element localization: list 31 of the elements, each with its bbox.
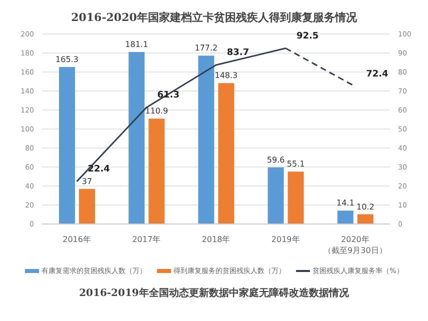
text: 2016-2019年全国动态更新数据中家庭无障碍改造数据情况 xyxy=(78,286,350,300)
data-label: 181.1 xyxy=(125,40,148,49)
data-label: 22.4 xyxy=(88,164,110,174)
data-label: 37 xyxy=(82,176,92,186)
x-tick-label: 2017年 xyxy=(132,235,161,244)
bar xyxy=(59,66,75,224)
data-label: 83.7 xyxy=(226,48,250,58)
data-label: 72.4 xyxy=(366,69,388,80)
bar xyxy=(198,56,214,224)
data-label: 177.2 xyxy=(194,44,218,53)
chart-title: 2016-2020年国家建档立卡贫困残疾人得到康复服务情况 xyxy=(70,10,358,25)
x-tick-label: 2016年 xyxy=(62,235,91,244)
data-label: 92.5 xyxy=(296,31,319,42)
x-tick-label: 2020年（截至9月30日） xyxy=(324,235,387,255)
bar xyxy=(218,83,234,224)
bar xyxy=(268,167,284,224)
data-label: 10.2 xyxy=(356,202,374,212)
data-label: 59.6 xyxy=(266,155,285,164)
bar xyxy=(288,172,304,224)
bar xyxy=(357,214,374,224)
data-label: 55.1 xyxy=(286,160,305,169)
x-tick-label: 2018年 xyxy=(202,235,230,244)
data-label: 110.9 xyxy=(145,106,168,116)
x-tick-label: 2019年 xyxy=(271,235,300,244)
data-label: 148.3 xyxy=(214,71,238,80)
bar xyxy=(337,210,354,224)
bar xyxy=(79,188,95,224)
data-label: 14.1 xyxy=(336,198,354,208)
data-label: 165.3 xyxy=(56,54,78,64)
bar xyxy=(148,118,165,224)
bar xyxy=(128,52,145,224)
